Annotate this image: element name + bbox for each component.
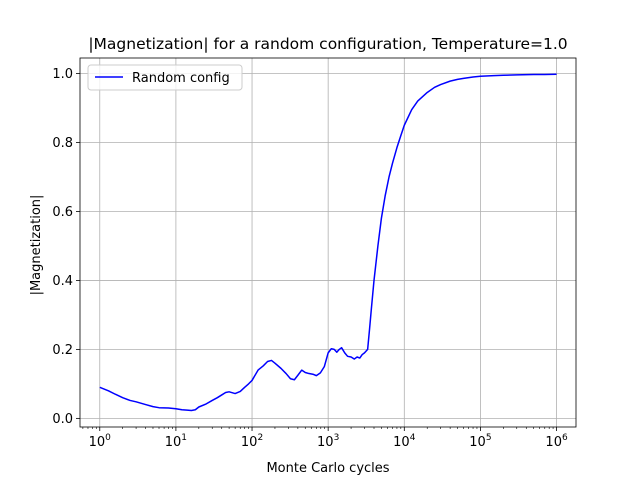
- x-tick-label: 103: [317, 433, 339, 450]
- x-axis-label: Monte Carlo cycles: [266, 461, 389, 476]
- chart-title: |Magnetization| for a random configurati…: [88, 35, 567, 53]
- major-ticks: [76, 73, 557, 431]
- x-tick-label: 100: [89, 433, 112, 450]
- x-tick-label: 104: [393, 433, 416, 450]
- y-tick-label: 0.6: [52, 205, 73, 220]
- x-tick-label: 106: [545, 433, 568, 450]
- x-tick-label: 105: [469, 433, 491, 450]
- y-tick-label: 0.4: [52, 274, 73, 289]
- series-line: [99, 73, 557, 412]
- plot-frame: [79, 57, 577, 428]
- y-tick-label: 0.2: [52, 343, 73, 358]
- legend: Random config: [87, 64, 243, 91]
- y-tick-label: 0.8: [52, 136, 73, 151]
- y-axis-label: |Magnetization|: [29, 195, 44, 296]
- series-layer: [99, 73, 557, 412]
- x-tick-labels: 100 101 102 103 104 105 106: [89, 433, 568, 450]
- x-tick-label: 102: [241, 433, 263, 450]
- grid: [80, 58, 576, 427]
- y-tick-label: 1.0: [52, 67, 73, 82]
- legend-box: [87, 64, 243, 91]
- y-tick-label: 0.0: [52, 412, 73, 427]
- y-tick-labels: 0.0 0.2 0.4 0.6 0.8 1.0: [52, 67, 73, 427]
- legend-label: Random config: [132, 71, 230, 86]
- x-tick-label: 101: [165, 433, 187, 450]
